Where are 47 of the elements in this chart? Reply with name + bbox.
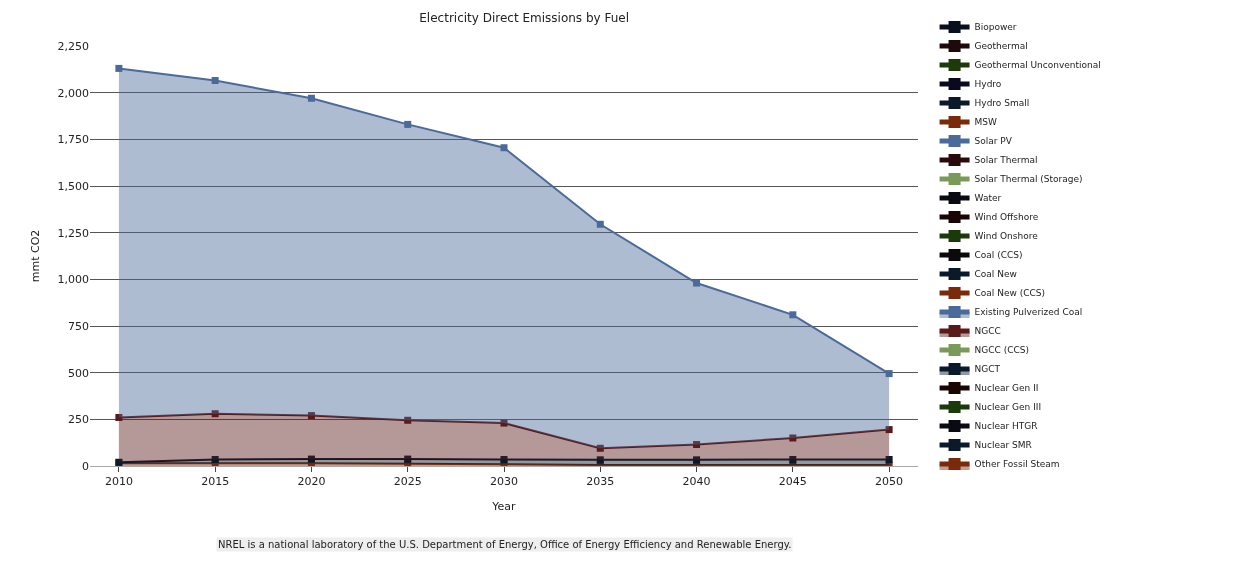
legend-label: Nuclear Gen II (974, 383, 1039, 394)
y-tick-label: 0 (82, 459, 89, 473)
x-axis-title: Year (491, 500, 517, 514)
legend-label: Other Fossil Steam (974, 459, 1060, 470)
legend-label: Nuclear SMR (974, 440, 1032, 451)
y-tick-label: 500 (68, 366, 89, 380)
legend-label: Coal New (974, 269, 1017, 280)
legend-label: NGCC (CCS) (974, 345, 1030, 356)
legend-label: Solar Thermal (Storage) (974, 174, 1083, 185)
legend-label: Geothermal Unconventional (974, 60, 1101, 71)
legend-label: NGCT (974, 364, 1001, 375)
legend-label: Wind Onshore (974, 231, 1039, 242)
text: NREL is a national laboratory of the U.S. Department of Energy, Office of Energy Efficiency and Renewable Energy. (218, 539, 792, 550)
chart-title: Electricity Direct Emissions by Fuel (419, 11, 630, 26)
legend-label: Hydro (974, 79, 1002, 90)
x-tick-label: 2045 (778, 475, 807, 489)
legend-label: Wind Offshore (974, 212, 1039, 223)
y-tick-label: 2,000 (57, 86, 89, 100)
y-axis-title: mmt CO2 (29, 229, 43, 283)
legend-label: Biopower (974, 22, 1017, 33)
x-tick-label: 2050 (875, 475, 904, 489)
x-tick-label: 2015 (201, 475, 230, 489)
legend-label: Coal New (CCS) (974, 288, 1046, 299)
legend-label: Hydro Small (974, 98, 1030, 109)
legend-label: MSW (974, 117, 998, 128)
legend-label: Solar Thermal (974, 155, 1038, 166)
x-tick-label: 2040 (682, 475, 711, 489)
legend-label: NGCC (974, 326, 1001, 337)
y-tick-label: 2,250 (57, 39, 89, 53)
legend-label: Nuclear HTGR (974, 421, 1038, 432)
x-tick-label: 2030 (490, 475, 518, 489)
legend-label: Existing Pulverized Coal (974, 307, 1083, 318)
legend-label: Nuclear Gen III (974, 402, 1042, 413)
x-tick-label: 2025 (393, 475, 422, 489)
y-tick-label: 750 (68, 319, 89, 333)
x-tick-label: 2020 (297, 475, 326, 489)
y-tick-label: 1,750 (57, 133, 89, 147)
x-tick-label: 2035 (586, 475, 615, 489)
y-tick-label: 250 (68, 413, 89, 427)
legend-label: Solar PV (974, 136, 1013, 147)
legend-label: Geothermal (974, 41, 1028, 52)
legend-label: Water (974, 193, 1002, 204)
y-tick-label: 1,500 (57, 179, 89, 193)
y-tick-label: 1,250 (57, 226, 89, 240)
x-tick-label: 2010 (104, 475, 133, 489)
legend-label: Coal (CCS) (974, 250, 1023, 261)
y-tick-label: 1,000 (57, 273, 89, 287)
